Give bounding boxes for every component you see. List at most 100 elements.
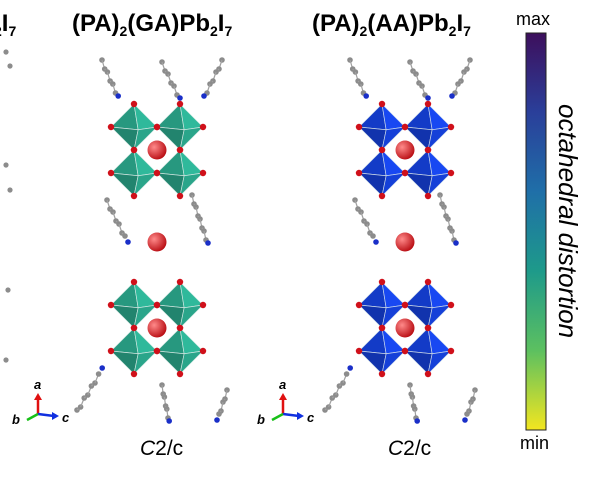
carbon-atom	[216, 411, 222, 417]
octahedron-face	[110, 103, 139, 131]
octahedron-face	[404, 172, 433, 197]
carbon-atom	[122, 233, 128, 239]
iodide-atom	[130, 146, 138, 154]
octahedron-face	[110, 172, 139, 197]
octahedron-face	[358, 126, 387, 151]
cation-sphere	[395, 140, 415, 160]
iodide-atom	[401, 169, 409, 177]
carbon-atom	[3, 357, 9, 363]
c-axis-arrowhead	[297, 412, 304, 420]
iodide-atom	[199, 347, 207, 355]
iodide-atom	[447, 347, 455, 355]
iodide-atom	[130, 100, 138, 108]
iodide-atom	[378, 370, 386, 378]
octahedron-face	[179, 326, 204, 355]
carbon-atom	[77, 404, 84, 410]
iodide-atom	[447, 169, 455, 177]
colorbar	[525, 32, 547, 431]
octahedron-face	[133, 126, 158, 152]
nitrogen-atom	[449, 93, 455, 99]
left-panel-title: 2I7	[0, 10, 17, 39]
iodide-atom	[424, 324, 432, 332]
carbon-atom	[370, 233, 376, 239]
cation-sphere	[395, 318, 415, 338]
iodide-atom	[378, 100, 386, 108]
carbon-atom	[7, 187, 13, 193]
octahedron-face	[427, 148, 452, 177]
octahedron-face	[427, 326, 452, 355]
octahedron-face	[179, 148, 204, 177]
iodide-atom	[176, 146, 184, 154]
c-axis-label: c	[62, 410, 70, 425]
octahedron-face	[110, 304, 139, 329]
colorbar-min-label: min	[520, 433, 550, 453]
middle-space-group: C2/c	[140, 437, 184, 460]
octahedron-face	[179, 172, 204, 198]
ga-structure	[74, 57, 230, 424]
iodide-atom	[130, 192, 138, 200]
iodide-atom	[107, 301, 115, 309]
carbon-atom	[343, 371, 350, 377]
iodide-atom	[378, 324, 386, 332]
iodide-atom	[107, 347, 115, 355]
nitrogen-atom	[462, 417, 468, 423]
octahedron-face	[133, 102, 158, 131]
octahedron-face	[110, 149, 139, 177]
octahedron-face	[427, 102, 452, 131]
colorbar-title: octahedral distortion	[553, 104, 583, 339]
octahedron-face	[404, 103, 433, 131]
middle-panel-title: (PA)2(GA)Pb2I7	[72, 10, 233, 39]
octahedron-face	[110, 126, 139, 151]
octahedron-face	[427, 172, 452, 198]
nitrogen-atom	[166, 418, 172, 424]
b-axis-label: b	[257, 412, 265, 427]
octahedron-face	[156, 281, 185, 309]
a-axis-arrowhead	[34, 393, 42, 400]
octahedron-face	[427, 126, 452, 152]
octahedron-face	[133, 350, 158, 376]
octahedron-face	[381, 280, 406, 309]
iodide-atom	[130, 324, 138, 332]
c-axis-label: c	[307, 410, 315, 425]
iodide-atom	[424, 192, 432, 200]
iodide-atom	[199, 123, 207, 131]
cation-sphere	[395, 232, 415, 252]
iodide-atom	[424, 100, 432, 108]
octahedron-face	[358, 327, 387, 355]
octahedron-face	[358, 149, 387, 177]
octahedron-face	[179, 280, 204, 309]
octahedron-face	[427, 350, 452, 376]
colorbar-max-label: max	[516, 9, 551, 29]
a-axis-label: a	[34, 377, 41, 392]
right-space-group: C2/c	[388, 437, 432, 460]
iodide-atom	[176, 370, 184, 378]
carbon-atom	[3, 49, 9, 55]
carbon-atom	[5, 287, 11, 293]
nitrogen-atom	[347, 365, 354, 371]
carbon-atom	[104, 69, 111, 75]
iodide-atom	[447, 123, 455, 131]
nitrogen-atom	[205, 240, 211, 246]
nitrogen-atom	[125, 239, 131, 245]
left-partial-structure	[3, 49, 13, 363]
octahedron-face	[179, 304, 204, 330]
octahedron-face	[156, 350, 185, 375]
b-axis-label: b	[12, 412, 20, 427]
iodide-atom	[176, 192, 184, 200]
octahedron-face	[427, 280, 452, 309]
octahedron-face	[381, 172, 406, 198]
iodide-atom	[176, 324, 184, 332]
iodide-atom	[424, 370, 432, 378]
carbon-atom	[3, 162, 9, 168]
iodide-atom	[378, 192, 386, 200]
octahedron-face	[110, 281, 139, 309]
right-panel-title: (PA)2(AA)Pb2I7	[312, 10, 471, 39]
iodide-atom	[401, 347, 409, 355]
cation-sphere	[147, 318, 167, 338]
octahedron-face	[381, 102, 406, 131]
iodide-atom	[153, 169, 161, 177]
nitrogen-atom	[201, 93, 207, 99]
nitrogen-atom	[414, 418, 421, 424]
octahedron-face	[381, 350, 406, 376]
